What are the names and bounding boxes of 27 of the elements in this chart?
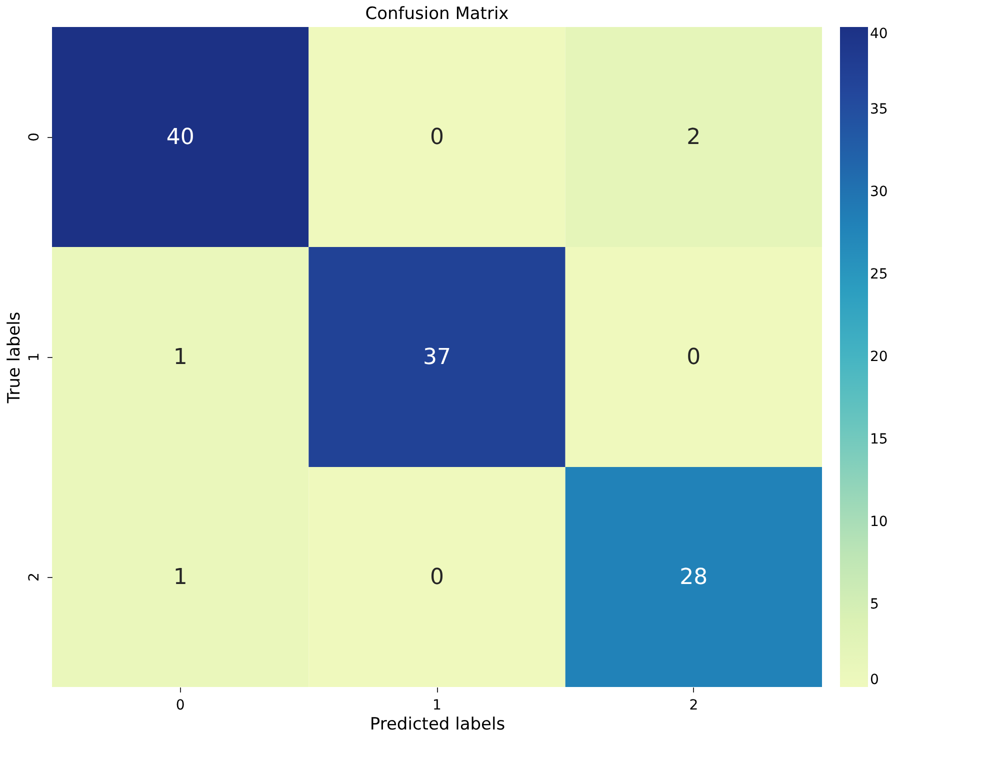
color-bar-label: 10: [870, 514, 888, 530]
x-axis-title: Predicted labels: [370, 714, 506, 734]
y-tick-label: 0: [26, 132, 42, 142]
color-bar-label: 25: [870, 266, 888, 282]
chart-title: Confusion Matrix: [365, 4, 509, 24]
data-label: 0: [686, 345, 701, 370]
y-axis-title: True labels: [4, 312, 24, 404]
data-label: 40: [166, 125, 194, 150]
x-tick-label: 0: [176, 698, 185, 714]
color-bar-label: 0: [870, 672, 879, 688]
data-label: 0: [430, 125, 444, 150]
color-bar-label: 20: [870, 349, 888, 365]
data-label: 2: [686, 125, 701, 150]
color-bar-label: 5: [870, 596, 879, 612]
color-bar-label: 40: [870, 26, 888, 42]
color-bar-label: 30: [870, 184, 888, 200]
data-label: 28: [680, 565, 708, 590]
x-tick-label: 2: [689, 698, 698, 714]
data-label: 37: [423, 345, 451, 370]
y-tick-label: 2: [26, 572, 42, 582]
y-tick-label: 1: [26, 352, 42, 362]
data-label: 1: [173, 565, 188, 590]
color-bar-label: 15: [870, 432, 888, 448]
color-bar-label: 35: [870, 102, 888, 118]
x-tick-label: 1: [432, 698, 442, 714]
data-label: 1: [173, 345, 188, 370]
data-label: 0: [430, 565, 444, 590]
